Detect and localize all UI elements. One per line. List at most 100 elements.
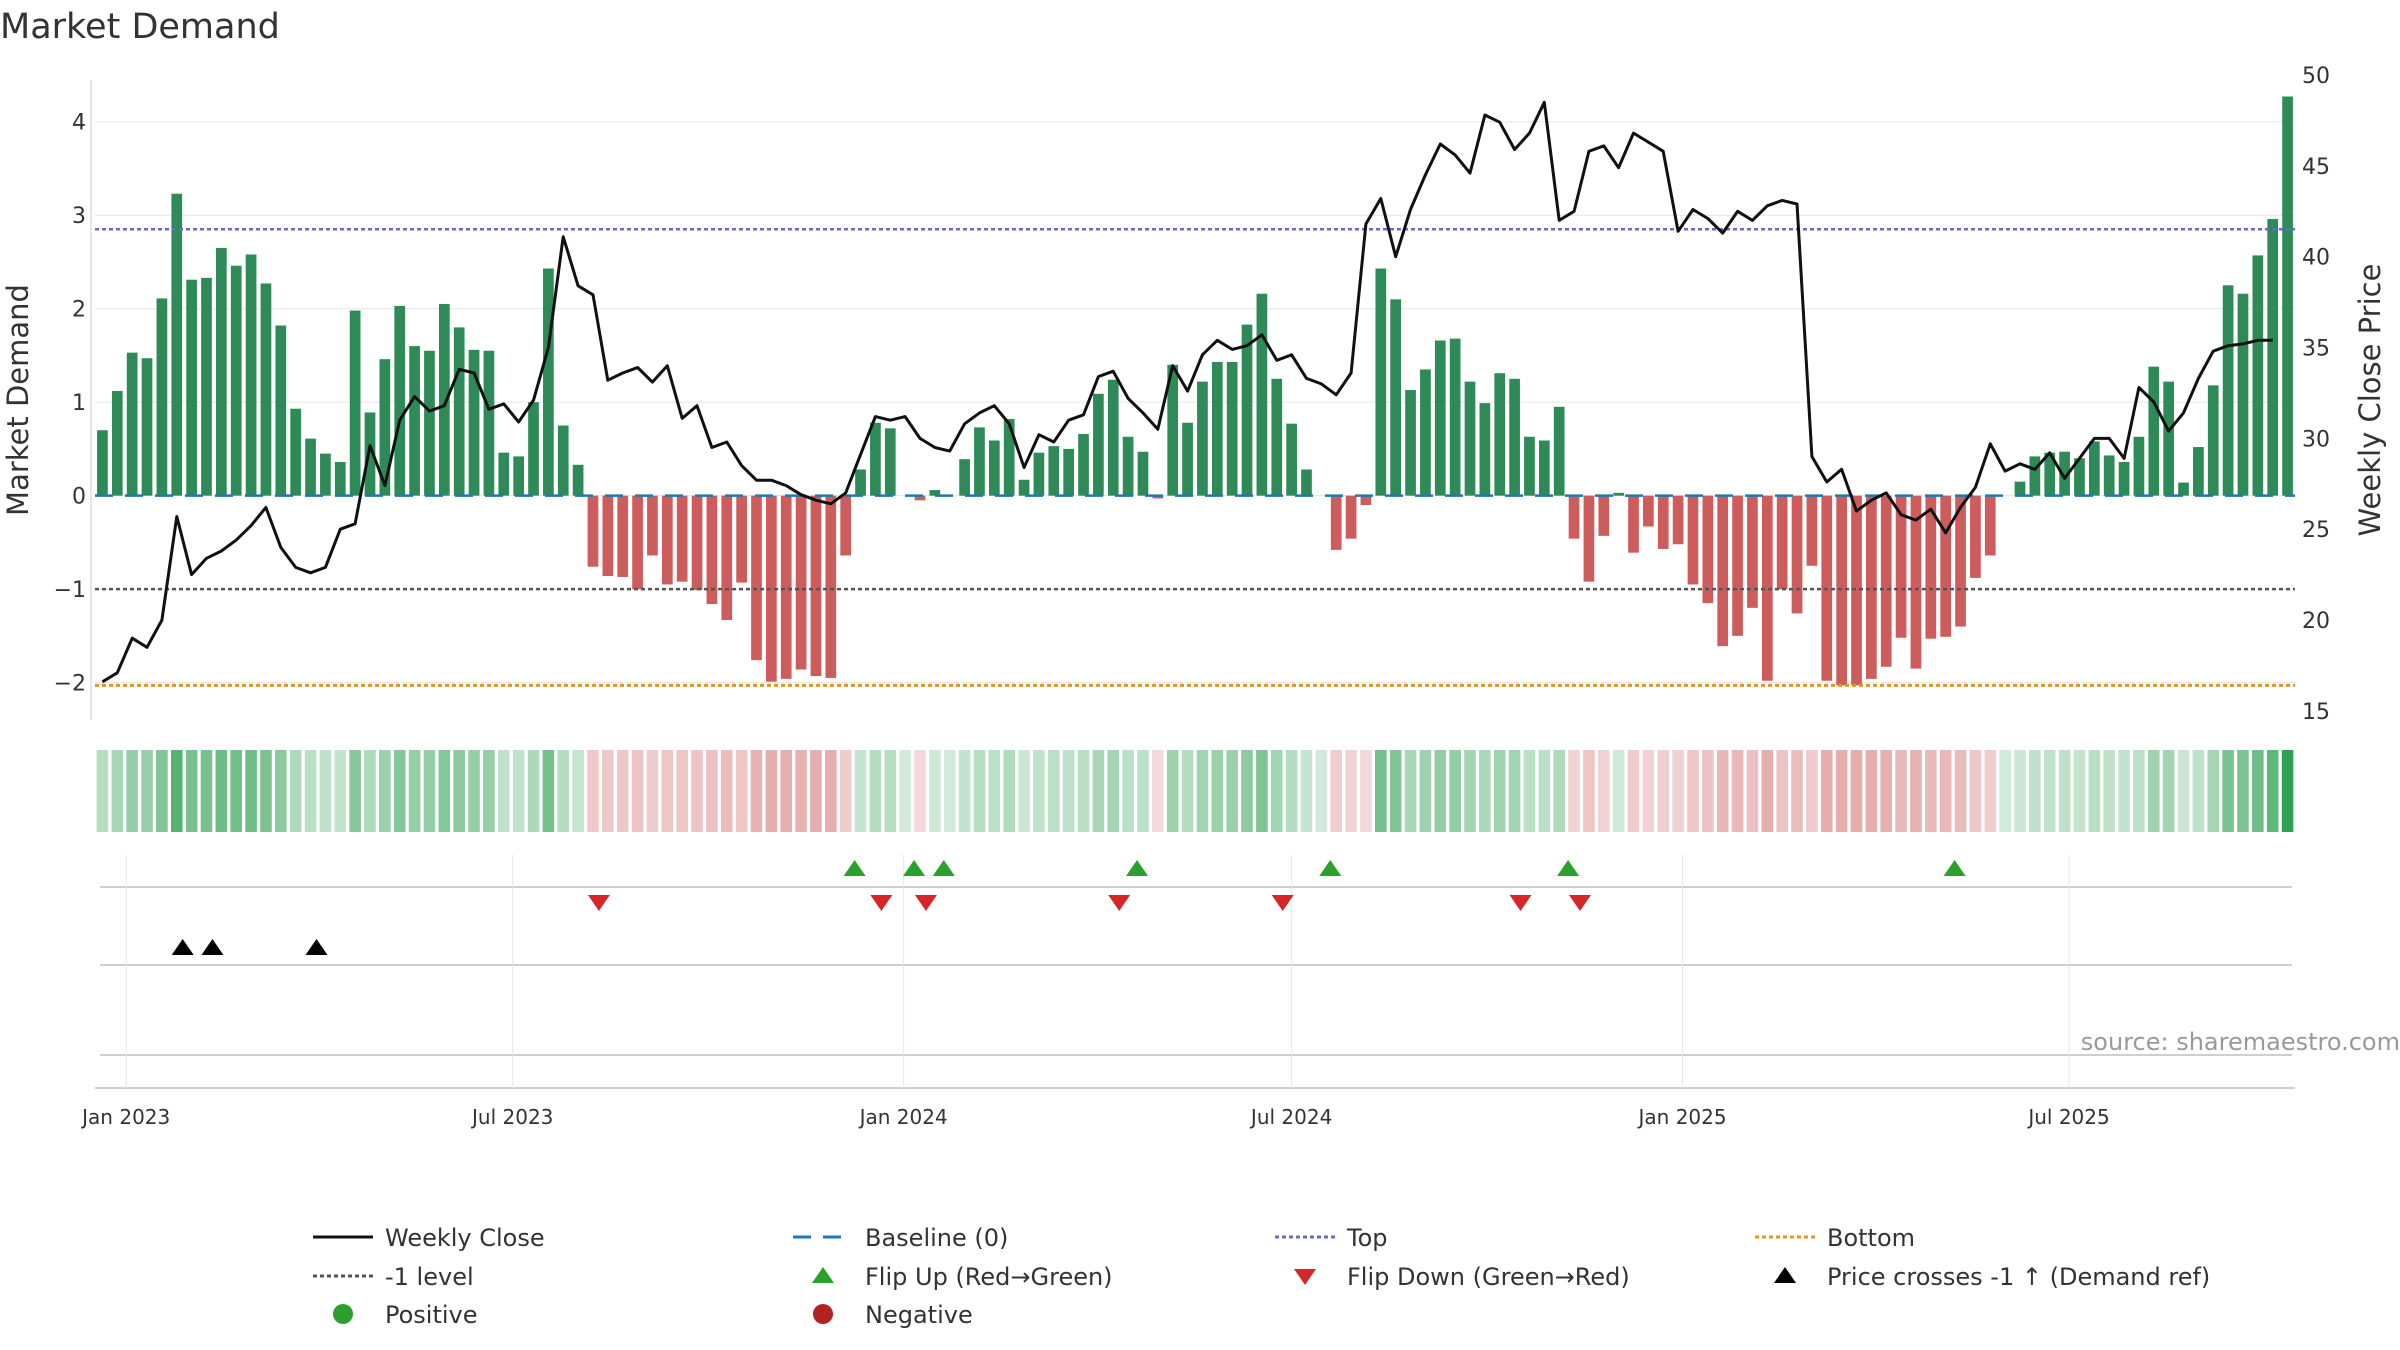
heat-strip-cell bbox=[1270, 750, 1283, 832]
y-tick-label: −1 bbox=[54, 578, 86, 603]
demand-bar bbox=[1063, 448, 1074, 496]
heat-strip-cell bbox=[854, 750, 867, 832]
demand-bar bbox=[721, 495, 733, 620]
heat-strip-cell bbox=[795, 750, 807, 832]
heat-strip-cell bbox=[1939, 750, 1952, 832]
price-cross-marker bbox=[201, 939, 224, 955]
x-tick-label: Jan 2024 bbox=[858, 1105, 948, 1129]
heat-strip-cell bbox=[2192, 750, 2205, 832]
heat-strip-cell bbox=[1404, 750, 1417, 832]
y2-tick-label: 45 bbox=[2302, 155, 2330, 180]
heat-strip-cell bbox=[1077, 750, 1090, 832]
heat-strip-cell bbox=[1464, 750, 1476, 832]
heat-strip-cell bbox=[1003, 750, 1015, 832]
demand-bar bbox=[2163, 381, 2174, 496]
demand-bar bbox=[2267, 218, 2279, 496]
demand-bar bbox=[810, 495, 822, 677]
demand-bar bbox=[1568, 495, 1580, 539]
heat-strip-cell bbox=[884, 750, 897, 832]
heat-strip-cell bbox=[839, 750, 852, 832]
demand-bar bbox=[111, 390, 123, 496]
demand-bar bbox=[186, 279, 197, 496]
heat-strip-cell bbox=[1449, 750, 1461, 832]
heat-strip-cell bbox=[245, 750, 257, 832]
heat-strip-cell bbox=[1226, 750, 1238, 832]
demand-bar bbox=[498, 452, 510, 496]
demand-bar bbox=[2222, 285, 2234, 496]
heat-strip-cell bbox=[468, 750, 480, 832]
heat-strip-cell bbox=[765, 750, 778, 832]
demand-bar bbox=[974, 427, 985, 496]
heat-strip-cell bbox=[943, 750, 956, 832]
x-tick-label: Jul 2023 bbox=[470, 1105, 553, 1129]
heat-strip-cell bbox=[2281, 750, 2294, 832]
demand-bar bbox=[1345, 495, 1357, 539]
heat-strip-cell bbox=[1330, 750, 1343, 832]
heat-strip-cell bbox=[230, 750, 243, 832]
demand-bar bbox=[260, 283, 272, 496]
demand-bar bbox=[513, 456, 524, 496]
flip-up-marker bbox=[1557, 860, 1580, 876]
demand-bar bbox=[587, 495, 599, 567]
demand-bar bbox=[1598, 495, 1610, 536]
demand-bar bbox=[1420, 369, 1431, 496]
legend-item-label: Negative bbox=[865, 1301, 973, 1329]
demand-bar bbox=[1464, 381, 1476, 496]
heat-strip-cell bbox=[899, 750, 911, 832]
heat-strip-cell bbox=[602, 750, 614, 832]
heat-strip-cell bbox=[1954, 750, 1967, 832]
heat-strip-cell bbox=[334, 750, 347, 832]
demand-bar bbox=[795, 495, 807, 670]
heat-strip-cell bbox=[1925, 750, 1937, 832]
y-tick-label: −2 bbox=[54, 672, 86, 697]
demand-bar bbox=[1643, 495, 1654, 527]
demand-bar bbox=[1479, 403, 1491, 496]
demand-bar bbox=[884, 428, 896, 496]
flip-up-marker bbox=[903, 860, 926, 876]
heat-strip-cell bbox=[825, 750, 837, 832]
demand-bar bbox=[141, 358, 153, 496]
heat-strip-cell bbox=[1731, 750, 1744, 832]
demand-bar bbox=[1553, 406, 1565, 496]
weekly-close-line bbox=[101, 100, 2273, 684]
heat-strip-cell bbox=[780, 750, 793, 832]
flip-down-marker bbox=[870, 895, 893, 911]
demand-bar bbox=[1405, 390, 1416, 496]
demand-bar bbox=[2044, 452, 2056, 496]
heat-strip-cell bbox=[141, 750, 153, 832]
heat-strip-cell bbox=[1285, 750, 1298, 832]
flip-up-marker bbox=[1943, 860, 1966, 876]
demand-bar bbox=[1167, 364, 1179, 496]
demand-bar bbox=[2282, 96, 2293, 496]
demand-bar bbox=[1895, 495, 1907, 638]
demand-bar bbox=[1449, 338, 1461, 496]
demand-bar bbox=[2178, 482, 2189, 496]
heat-strip-cell bbox=[631, 750, 644, 832]
heat-strip-cell bbox=[1672, 750, 1684, 832]
demand-bar bbox=[602, 495, 614, 577]
demand-bar bbox=[661, 495, 673, 585]
heat-strip-cell bbox=[973, 750, 986, 832]
heat-strip-cell bbox=[393, 750, 406, 832]
demand-bar bbox=[1955, 495, 1966, 627]
demand-bar bbox=[1286, 423, 1297, 496]
y-tick-label: 3 bbox=[72, 204, 86, 229]
heat-strip-cell bbox=[1820, 750, 1833, 832]
heat-strip-cell bbox=[200, 750, 213, 832]
legend-item-label: Positive bbox=[385, 1301, 478, 1329]
demand-bar bbox=[1182, 422, 1193, 496]
demand-bar bbox=[1256, 293, 1268, 496]
legend-item-label: Baseline (0) bbox=[865, 1224, 1008, 1252]
heat-strip-cell bbox=[512, 750, 525, 832]
demand-bar bbox=[97, 430, 108, 496]
demand-bar bbox=[1226, 361, 1238, 496]
heat-strip-cell bbox=[260, 750, 272, 832]
demand-bar bbox=[2059, 451, 2070, 496]
demand-bar bbox=[2029, 456, 2041, 496]
heat-strip-cell bbox=[1865, 750, 1878, 832]
demand-bar bbox=[1970, 495, 1981, 578]
heat-strip-cell bbox=[319, 750, 332, 832]
demand-bar bbox=[632, 495, 643, 590]
demand-bar bbox=[1836, 495, 1847, 686]
